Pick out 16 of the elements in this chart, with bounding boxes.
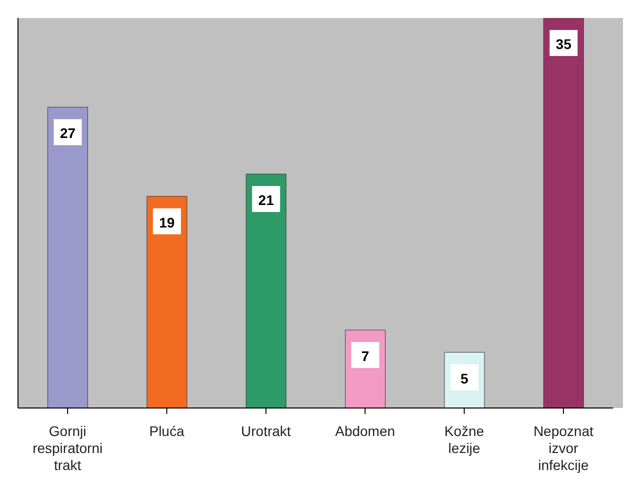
x-tick-label: Nepoznat izvor infekcije <box>533 423 594 473</box>
x-tick-label: Gornji respiratorni trakt <box>32 423 103 473</box>
x-tick-label: Abdomen <box>335 423 396 439</box>
bar <box>146 196 188 408</box>
x-tick-label: Kožne lezije <box>444 423 484 456</box>
bar <box>543 18 584 408</box>
x-tick-label: Pluća <box>149 423 184 439</box>
data-label: 35 <box>556 36 572 52</box>
data-label: 5 <box>460 370 469 386</box>
bar <box>48 106 88 408</box>
data-label: 19 <box>159 214 175 230</box>
data-label: 27 <box>60 125 76 142</box>
x-tick-label: Urotrakt <box>241 423 291 439</box>
data-label: 7 <box>361 348 370 364</box>
data-label: 21 <box>258 192 274 208</box>
bar <box>246 174 286 408</box>
